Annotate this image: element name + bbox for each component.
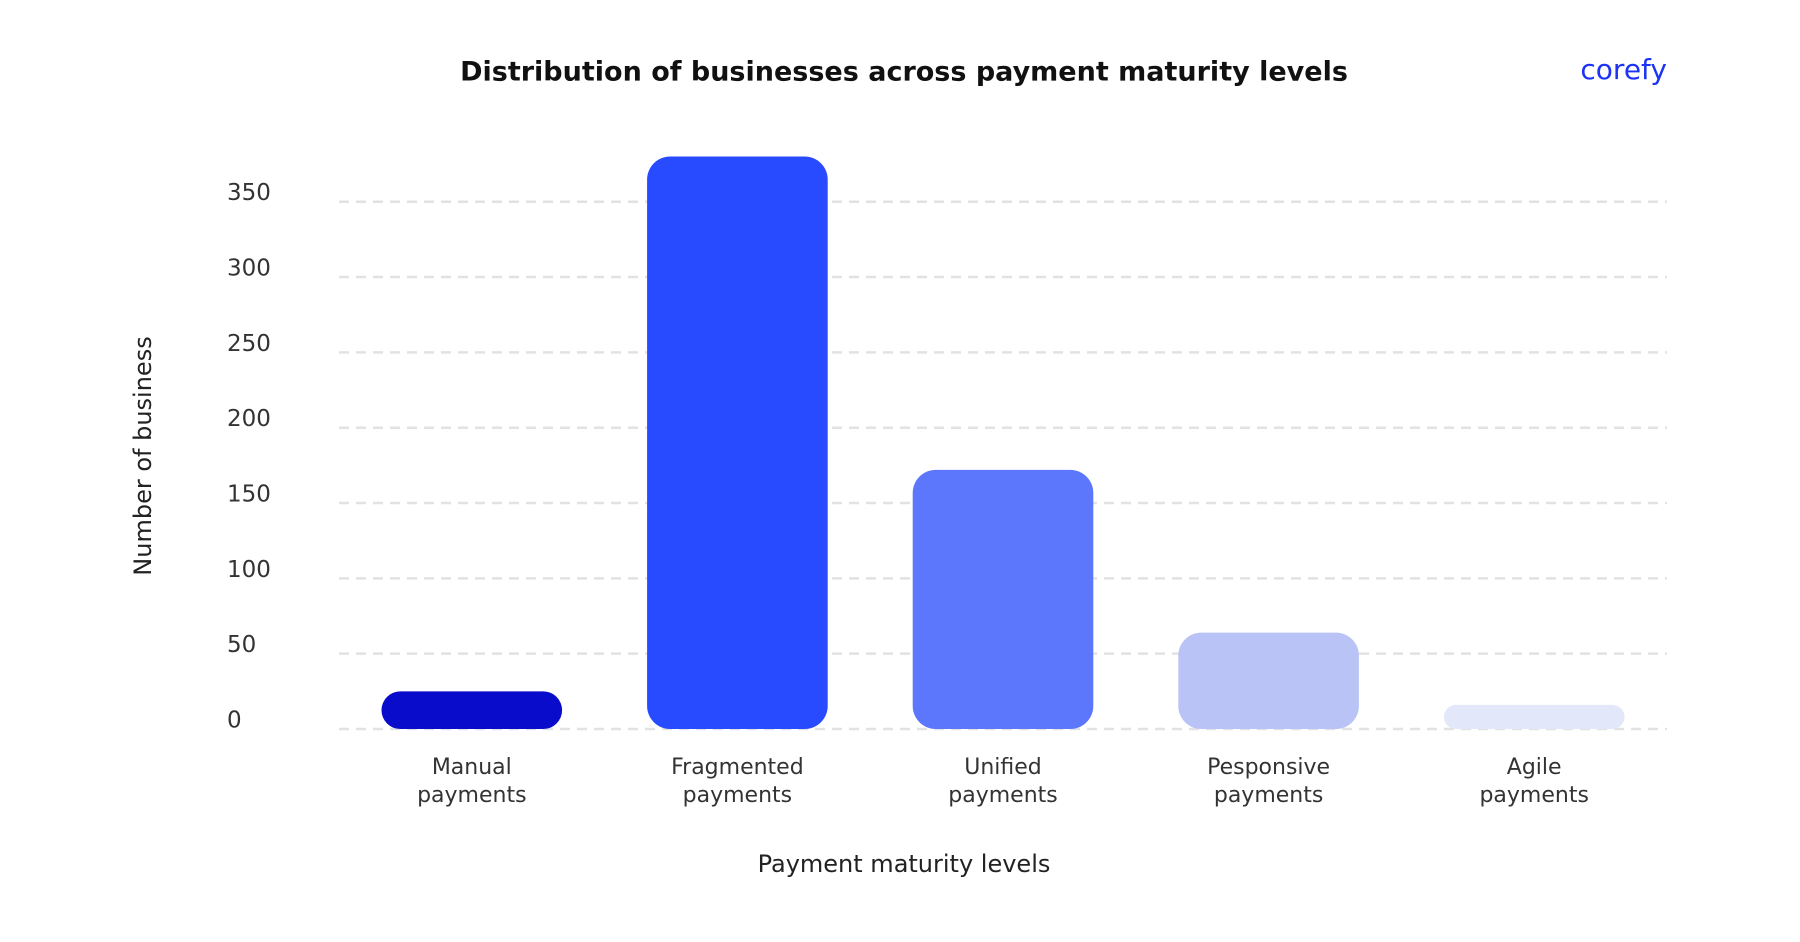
bar xyxy=(1178,632,1359,729)
y-tick-label: 350 xyxy=(227,180,271,206)
y-tick-label: 0 xyxy=(227,708,242,734)
bar xyxy=(912,469,1094,729)
x-tick-label: Fragmented payments xyxy=(671,755,804,808)
x-tick-line: Pesponsive xyxy=(1207,755,1330,780)
x-tick-line: Manual xyxy=(432,755,512,780)
y-tick-label: 100 xyxy=(227,557,271,583)
y-tick-label: 50 xyxy=(227,632,256,658)
x-tick-line: payments xyxy=(1479,783,1588,808)
y-tick-label: 300 xyxy=(227,256,271,282)
x-tick-line: payments xyxy=(683,783,792,808)
y-tick-label: 200 xyxy=(227,406,271,432)
chart-title: Distribution of businesses across paymen… xyxy=(460,57,1348,88)
x-tick-line: payments xyxy=(948,783,1057,808)
bar xyxy=(381,691,563,729)
bar xyxy=(647,156,828,729)
bar xyxy=(1443,704,1625,729)
y-tick-label: 150 xyxy=(227,482,271,508)
x-tick-label: Pesponsive payments xyxy=(1207,755,1330,808)
x-axis-label: Payment maturity levels xyxy=(758,850,1051,878)
x-tick-label: Manual payments xyxy=(417,755,526,808)
x-tick-line: payments xyxy=(1214,783,1323,808)
x-tick-label: Agile payments xyxy=(1479,755,1588,808)
x-tick-line: payments xyxy=(417,783,526,808)
x-tick-line: Unified xyxy=(964,755,1042,780)
y-axis-label: Number of business xyxy=(129,336,157,575)
brand-logo: corefy xyxy=(1580,53,1667,86)
x-tick-line: Agile xyxy=(1507,755,1562,780)
x-tick-line: Fragmented xyxy=(671,755,804,780)
x-tick-label: Unified payments xyxy=(948,755,1057,808)
y-tick-label: 250 xyxy=(227,331,271,357)
